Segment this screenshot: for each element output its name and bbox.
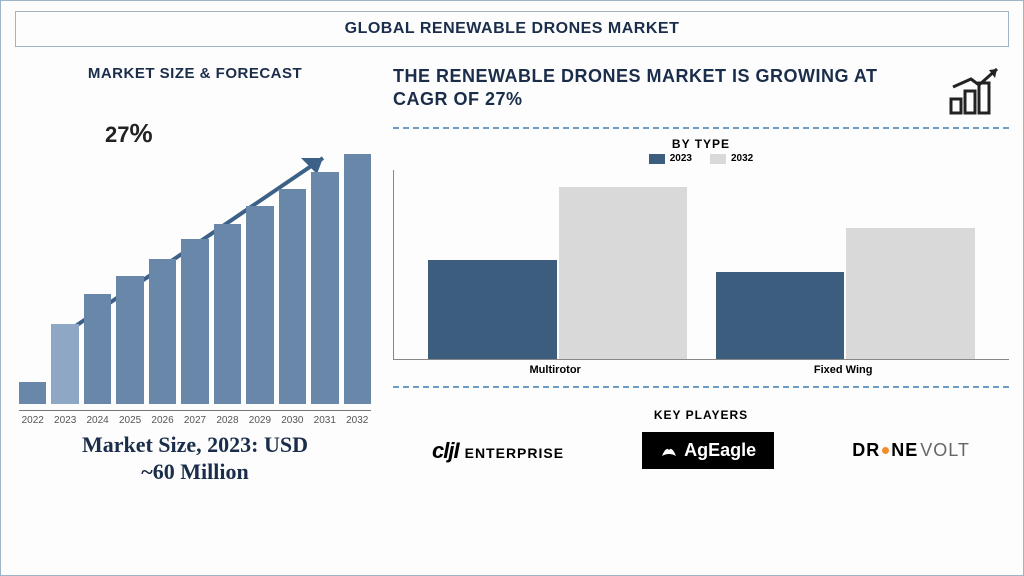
- forecast-section-title: MARKET SIZE & FORECAST: [15, 65, 375, 82]
- dronevolt-part3: VOLT: [920, 440, 970, 461]
- forecast-bar: [344, 154, 371, 404]
- right-panel: THE RENEWABLE DRONES MARKET IS GROWING A…: [393, 65, 1009, 485]
- forecast-bars-container: [19, 134, 371, 404]
- type-chart-title: BY TYPE: [393, 137, 1009, 151]
- type-chart-legend: 2023 2032: [393, 153, 1009, 164]
- legend-label-2032: 2032: [731, 153, 753, 164]
- forecast-year-label: 2023: [51, 415, 78, 426]
- dji-logo: cljI ENTERPRISE: [432, 438, 564, 464]
- dashed-divider: [393, 127, 1009, 129]
- type-bar-2023: [716, 272, 844, 359]
- legend-2032: 2032: [710, 153, 753, 164]
- forecast-x-axis: 2022 2023 2024 2025 2026 2027 2028 2029 2030 2031…: [19, 410, 371, 426]
- forecast-bar: [51, 324, 78, 404]
- key-players-title: KEY PLAYERS: [393, 408, 1009, 422]
- dronevolt-part1: DR: [852, 440, 880, 461]
- forecast-bar: [19, 382, 46, 404]
- legend-label-2023: 2023: [670, 153, 692, 164]
- type-label-fixedwing: Fixed Wing: [814, 364, 873, 376]
- forecast-year-label: 2024: [84, 415, 111, 426]
- forecast-year-label: 2032: [344, 415, 371, 426]
- ageagle-logo: AgEagle: [642, 432, 774, 469]
- forecast-year-label: 2030: [279, 415, 306, 426]
- growth-chart-icon: [945, 65, 1009, 117]
- type-bar-2032: [846, 228, 974, 359]
- forecast-year-label: 2029: [246, 415, 273, 426]
- forecast-year-label: 2022: [19, 415, 46, 426]
- dji-sub: ENTERPRISE: [465, 445, 564, 461]
- forecast-bar: [181, 239, 208, 404]
- legend-2023: 2023: [649, 153, 692, 164]
- headline-row: THE RENEWABLE DRONES MARKET IS GROWING A…: [393, 65, 1009, 117]
- forecast-year-label: 2025: [116, 415, 143, 426]
- key-players-logos: cljI ENTERPRISE AgEagle DR NE VOLT: [393, 432, 1009, 469]
- market-size-line1: Market Size, 2023: USD: [82, 432, 308, 457]
- forecast-bar: [279, 189, 306, 404]
- main-layout: MARKET SIZE & FORECAST 27% 2022202320242…: [15, 65, 1009, 485]
- legend-swatch-2023: [649, 154, 665, 164]
- forecast-year-label: 2028: [214, 415, 241, 426]
- market-size-statement: Market Size, 2023: USD ~60 Million: [15, 432, 375, 485]
- forecast-year-label: 2031: [311, 415, 338, 426]
- forecast-year-label: 2027: [181, 415, 208, 426]
- forecast-bar: [311, 172, 338, 404]
- ageagle-bird-icon: [660, 442, 678, 460]
- page-title: GLOBAL RENEWABLE DRONES MARKET: [15, 11, 1009, 47]
- forecast-year-label: 2026: [149, 415, 176, 426]
- type-bar-2032: [559, 187, 687, 359]
- market-size-line2: ~60 Million: [141, 459, 248, 484]
- type-group: [428, 187, 687, 359]
- forecast-bar-chart: 27% 202220232024202520262027202820292030…: [15, 90, 375, 426]
- legend-swatch-2032: [710, 154, 726, 164]
- type-group: [716, 228, 975, 359]
- dronevolt-part2: NE: [891, 440, 918, 461]
- ageagle-text: AgEagle: [684, 440, 756, 461]
- type-bar-2023: [428, 260, 556, 359]
- left-panel: MARKET SIZE & FORECAST 27% 2022202320242…: [15, 65, 375, 485]
- headline-text: THE RENEWABLE DRONES MARKET IS GROWING A…: [393, 65, 933, 112]
- dronevolt-logo: DR NE VOLT: [852, 440, 970, 461]
- dronevolt-dot-icon: [882, 447, 889, 454]
- forecast-bar: [116, 276, 143, 404]
- type-label-multirotor: Multirotor: [530, 364, 581, 376]
- dji-brand: cljI: [432, 438, 459, 464]
- forecast-bar: [84, 294, 111, 404]
- forecast-bar: [246, 206, 273, 404]
- forecast-bar: [214, 224, 241, 404]
- dashed-divider-2: [393, 386, 1009, 388]
- type-x-axis-labels: Multirotor Fixed Wing: [393, 364, 1009, 376]
- forecast-bar: [149, 259, 176, 404]
- type-grouped-bar-chart: [393, 170, 1009, 360]
